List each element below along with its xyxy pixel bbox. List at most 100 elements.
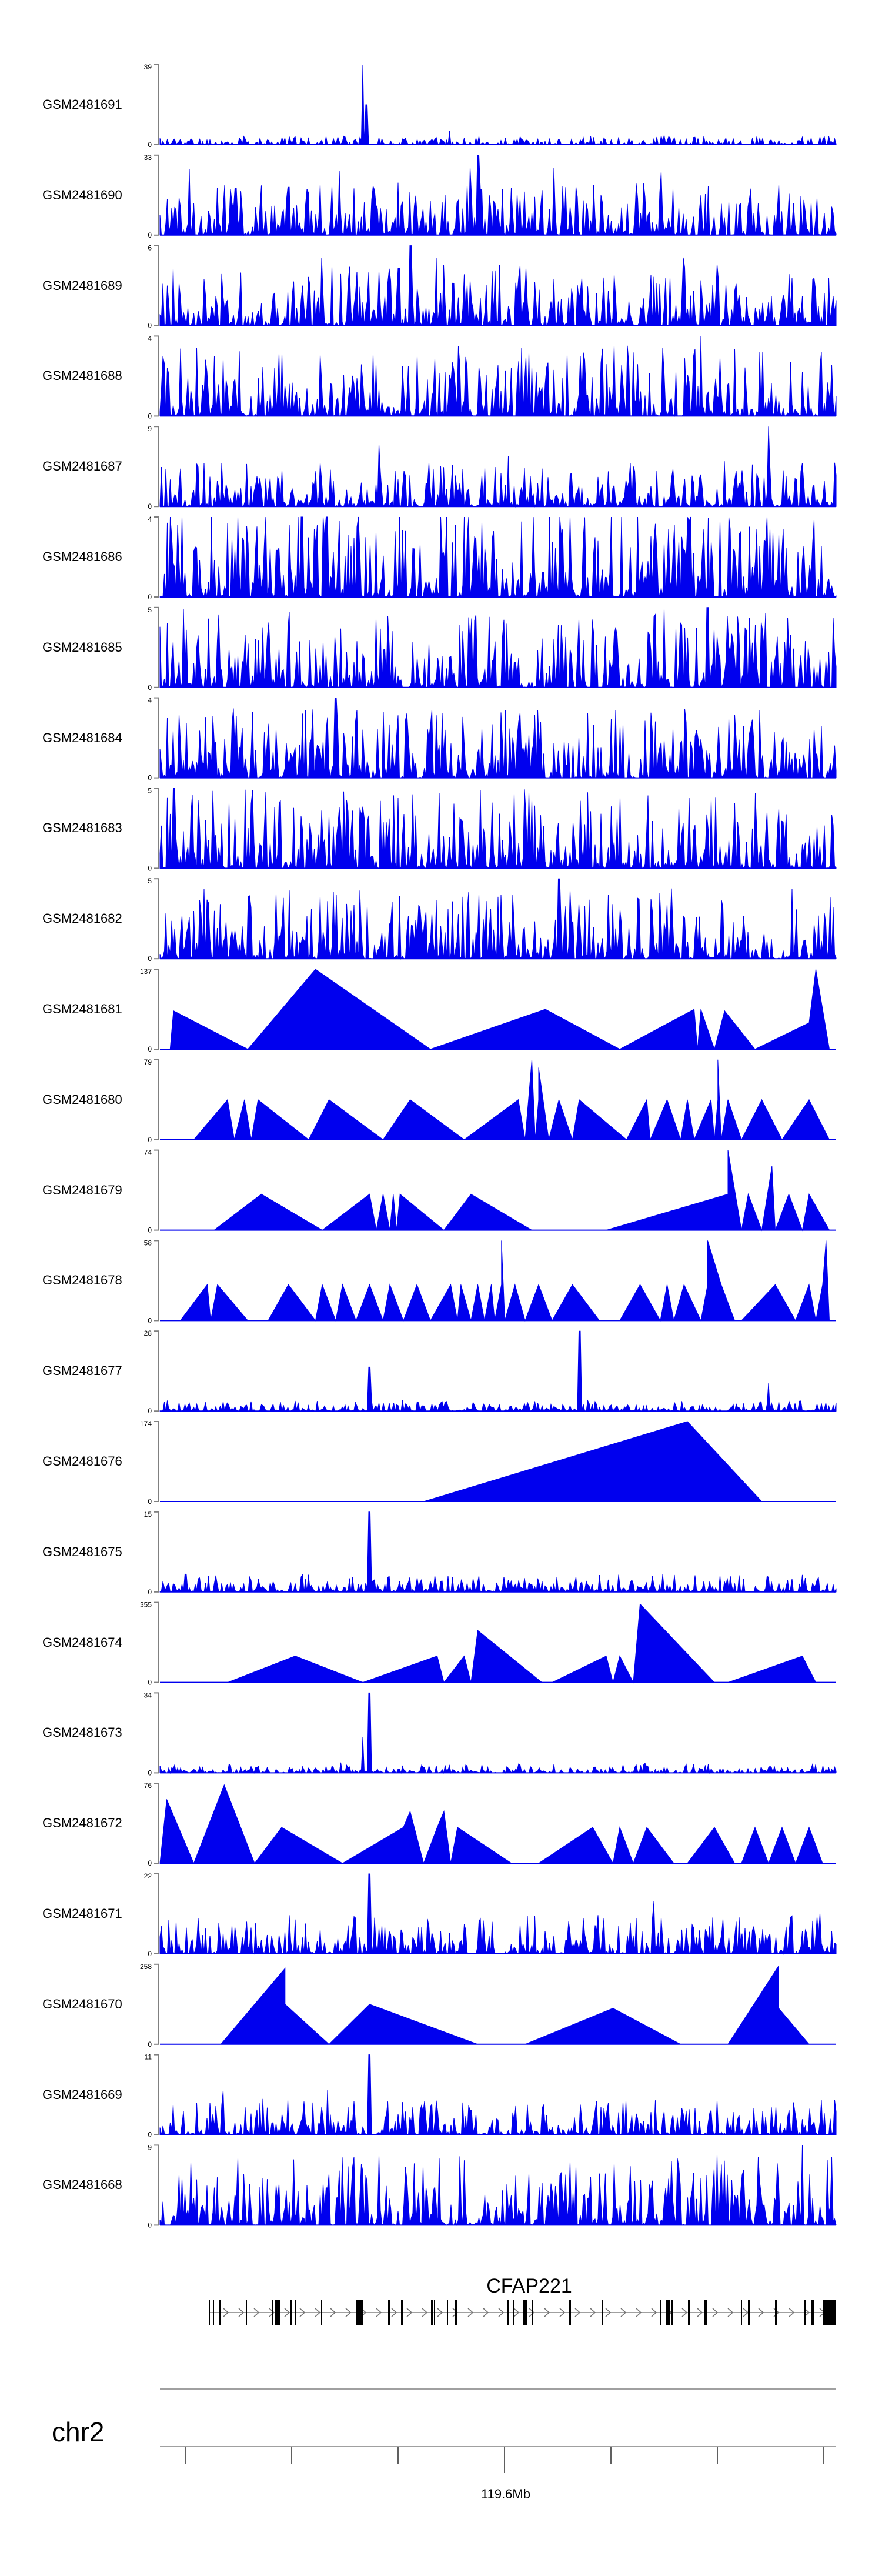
- signal-area: [159, 2145, 837, 2227]
- track-label: GSM2481680: [42, 1092, 122, 1107]
- strand-arrow: [269, 2308, 275, 2317]
- strand-arrow: [284, 2308, 290, 2317]
- track-GSM2481690: 33 0: [144, 154, 837, 239]
- exon: [532, 2300, 533, 2325]
- track-label: GSM2481684: [42, 730, 122, 745]
- strand-arrow: [758, 2308, 764, 2317]
- strand-arrow: [315, 2308, 321, 2317]
- y-max-label: 4: [148, 334, 152, 342]
- exon: [434, 2300, 435, 2325]
- track-label: GSM2481686: [42, 549, 122, 564]
- y-min-label: 0: [148, 412, 152, 420]
- exon: [246, 2300, 247, 2325]
- y-max-label: 76: [144, 1781, 152, 1790]
- track-GSM2481689: 60: [148, 244, 837, 330]
- y-max-label: 4: [148, 515, 152, 523]
- track-label: GSM2481674: [42, 1634, 122, 1650]
- y-min-label: 0: [148, 231, 152, 239]
- exon: [666, 2300, 670, 2325]
- strand-arrow: [498, 2308, 505, 2317]
- strand-arrow: [223, 2308, 229, 2317]
- strand-arrow: [712, 2308, 719, 2317]
- track-label: GSM2481682: [42, 911, 122, 926]
- track-label: GSM2481669: [42, 2087, 122, 2102]
- y-min-label: 0: [148, 1316, 152, 1324]
- exon: [272, 2300, 273, 2325]
- y-max-label: 9: [148, 425, 152, 433]
- exon: [748, 2300, 750, 2325]
- y-min-label: 0: [148, 1226, 152, 1234]
- strand-arrow: [238, 2308, 245, 2317]
- strand-arrow: [253, 2308, 260, 2317]
- exon: [660, 2300, 662, 2325]
- exon: [804, 2300, 806, 2325]
- track-label: GSM2481685: [42, 639, 122, 655]
- signal-area: [159, 607, 837, 689]
- y-max-label: 9: [148, 2143, 152, 2151]
- signal-area: [159, 64, 837, 146]
- y-min-label: 0: [148, 593, 152, 601]
- track-GSM2481687: 90: [148, 425, 837, 510]
- y-max-label: 4: [148, 696, 152, 705]
- track-label: GSM2481679: [42, 1182, 122, 1197]
- track-GSM2481688: 40: [148, 334, 837, 420]
- exon: [602, 2300, 603, 2325]
- strand-arrow: [437, 2308, 443, 2317]
- exon: [295, 2300, 296, 2325]
- y-min-label: 0: [148, 1497, 152, 1506]
- y-max-label: 28: [144, 1329, 152, 1337]
- strand-arrow: [727, 2308, 734, 2317]
- y-max-label: 74: [144, 1149, 152, 1157]
- track-GSM2481672: 76 0: [144, 1781, 836, 1867]
- track-label: GSM2481668: [42, 2177, 122, 2193]
- track-GSM2481668: 90: [148, 2143, 837, 2229]
- gene-name-label: CFAP221: [486, 2275, 572, 2297]
- track-label: GSM2481689: [42, 278, 122, 293]
- track-labels: GSM2481691 GSM2481690 GSM2481689 GSM2481688…: [42, 97, 122, 2193]
- track-label: GSM2481678: [42, 1273, 122, 1288]
- signal-area: [159, 788, 837, 870]
- strand-arrow: [544, 2308, 550, 2317]
- exon: [704, 2300, 707, 2325]
- track-label: GSM2481675: [42, 1544, 122, 1559]
- exon: [213, 2300, 214, 2325]
- signal-area: [169, 969, 830, 1050]
- exon: [275, 2300, 280, 2325]
- exon: [455, 2300, 457, 2325]
- exon: [321, 2300, 322, 2325]
- y-max-label: 33: [144, 154, 152, 162]
- y-min-label: 0: [148, 1859, 152, 1867]
- track-label: GSM2481671: [42, 1906, 122, 1921]
- strand-arrow: [529, 2308, 535, 2317]
- y-min-label: 0: [148, 1407, 152, 1415]
- y-max-label: 15: [144, 1510, 152, 1519]
- signal-area: [159, 1784, 823, 1864]
- strand-arrow: [299, 2308, 306, 2317]
- x-tick-label: 119.6Mb: [481, 2487, 530, 2501]
- exon: [507, 2300, 509, 2325]
- y-min-label: 0: [148, 1045, 152, 1053]
- track-GSM2481669: 11 0: [145, 2053, 837, 2139]
- strand-arrow: [590, 2308, 596, 2317]
- strand-arrow: [422, 2308, 428, 2317]
- exon: [447, 2300, 448, 2325]
- track-label: GSM2481676: [42, 1454, 122, 1469]
- exon: [741, 2300, 742, 2325]
- track-GSM2481683: 50: [148, 786, 837, 872]
- y-min-label: 0: [148, 322, 152, 330]
- exon: [401, 2300, 403, 2325]
- strand-arrow: [376, 2308, 382, 2317]
- y-max-label: 5: [148, 877, 152, 885]
- track-label: GSM2481691: [42, 97, 122, 112]
- track-GSM2481685: 50: [148, 606, 837, 692]
- y-min-label: 0: [148, 1679, 152, 1687]
- y-max-label: 34: [144, 1691, 152, 1699]
- track-GSM2481686: 40: [148, 515, 837, 601]
- chromosome-axis: [160, 2388, 836, 2473]
- exon: [356, 2300, 363, 2325]
- y-min-label: 0: [148, 502, 152, 510]
- y-max-label: 58: [144, 1239, 152, 1247]
- exon: [431, 2300, 433, 2325]
- y-min-label: 0: [148, 1136, 152, 1144]
